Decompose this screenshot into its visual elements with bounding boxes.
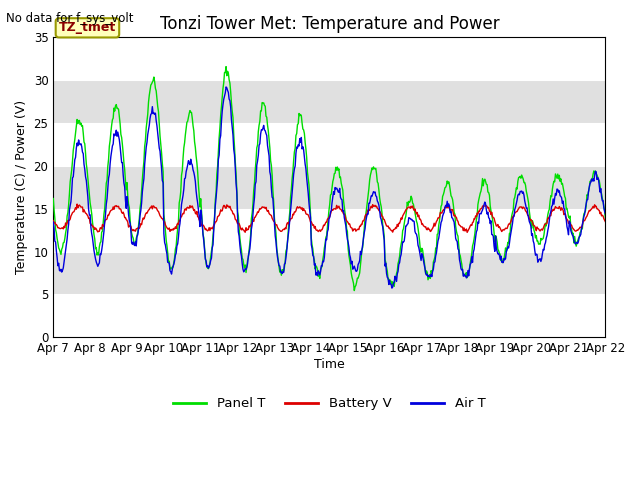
- Y-axis label: Temperature (C) / Power (V): Temperature (C) / Power (V): [15, 100, 28, 275]
- Text: No data for f_sys_volt: No data for f_sys_volt: [6, 12, 134, 25]
- Bar: [53, 80, 605, 123]
- Legend: Panel T, Battery V, Air T: Panel T, Battery V, Air T: [168, 392, 491, 416]
- X-axis label: Time: Time: [314, 358, 345, 371]
- Bar: [53, 166, 605, 209]
- Text: TZ_tmet: TZ_tmet: [59, 21, 116, 35]
- Bar: [53, 252, 605, 294]
- Title: Tonzi Tower Met: Temperature and Power: Tonzi Tower Met: Temperature and Power: [159, 15, 499, 33]
